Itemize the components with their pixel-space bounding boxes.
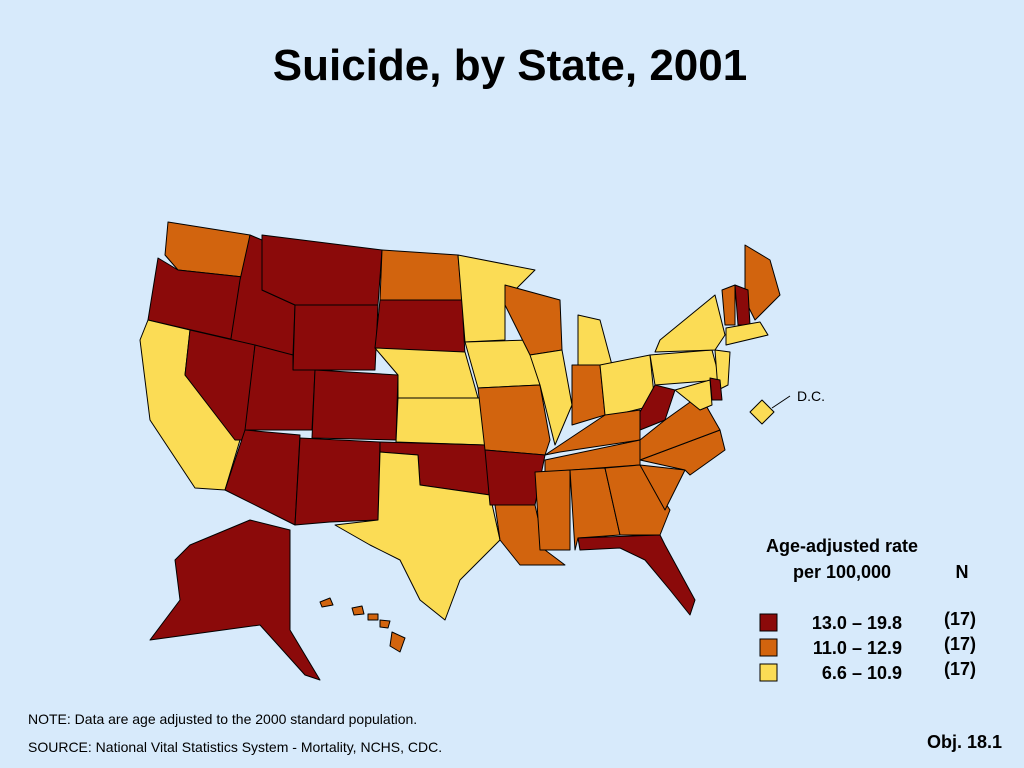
state bbox=[725, 321, 769, 346]
legend-count: (17) bbox=[944, 634, 976, 654]
state bbox=[184, 329, 256, 441]
state bbox=[604, 464, 671, 536]
state bbox=[674, 379, 713, 411]
state bbox=[577, 314, 613, 371]
state bbox=[334, 451, 501, 621]
legend-count-heading: N bbox=[956, 562, 969, 582]
state bbox=[569, 467, 621, 551]
legend-range: 11.0 – 12.9 bbox=[813, 638, 902, 658]
state bbox=[494, 504, 566, 566]
state bbox=[311, 369, 399, 441]
legend-heading: Age-adjusted rate bbox=[766, 536, 918, 556]
state bbox=[367, 613, 379, 621]
legend-count: (17) bbox=[944, 659, 976, 679]
state bbox=[529, 349, 573, 446]
state bbox=[534, 469, 571, 551]
state bbox=[379, 619, 391, 629]
state bbox=[571, 364, 606, 426]
state bbox=[639, 384, 676, 431]
slide-label: Obj. 18.1 bbox=[927, 732, 1002, 752]
state bbox=[389, 631, 406, 653]
legend-swatch bbox=[759, 638, 778, 657]
state bbox=[379, 249, 463, 301]
legend: 13.0 – 19.8 (17) 11.0 – 12.9 (17) 6.6 – 10.9… bbox=[759, 609, 976, 683]
legend-heading: per 100,000 bbox=[793, 562, 891, 582]
state bbox=[294, 437, 381, 526]
legend-swatch bbox=[759, 663, 778, 682]
legend-count: (17) bbox=[944, 609, 976, 629]
legend-range: 6.6 – 10.9 bbox=[822, 663, 902, 683]
state bbox=[292, 304, 379, 371]
state bbox=[395, 397, 486, 446]
state bbox=[721, 284, 736, 326]
state bbox=[164, 221, 251, 278]
state bbox=[477, 384, 551, 456]
state bbox=[577, 534, 696, 616]
state bbox=[744, 244, 781, 321]
title: Suicide, by State, 2001 bbox=[273, 41, 747, 90]
state bbox=[599, 354, 656, 416]
state bbox=[639, 394, 721, 461]
state bbox=[374, 299, 466, 356]
state bbox=[749, 399, 775, 425]
state bbox=[319, 597, 334, 608]
state bbox=[734, 284, 751, 326]
note: NOTE: Data are age adjusted to the 2000 … bbox=[28, 711, 417, 727]
state bbox=[654, 294, 726, 353]
state bbox=[224, 429, 301, 526]
legend-range: 13.0 – 19.8 bbox=[812, 613, 902, 633]
state bbox=[261, 234, 383, 306]
state bbox=[351, 605, 365, 616]
legend-swatch bbox=[759, 613, 778, 632]
state bbox=[639, 464, 686, 511]
dc-label: D.C. bbox=[797, 388, 825, 404]
source: SOURCE: National Vital Statistics System… bbox=[28, 739, 442, 755]
state bbox=[457, 254, 536, 343]
dc-leader bbox=[771, 395, 791, 409]
state bbox=[149, 519, 321, 681]
us-map bbox=[139, 221, 781, 681]
